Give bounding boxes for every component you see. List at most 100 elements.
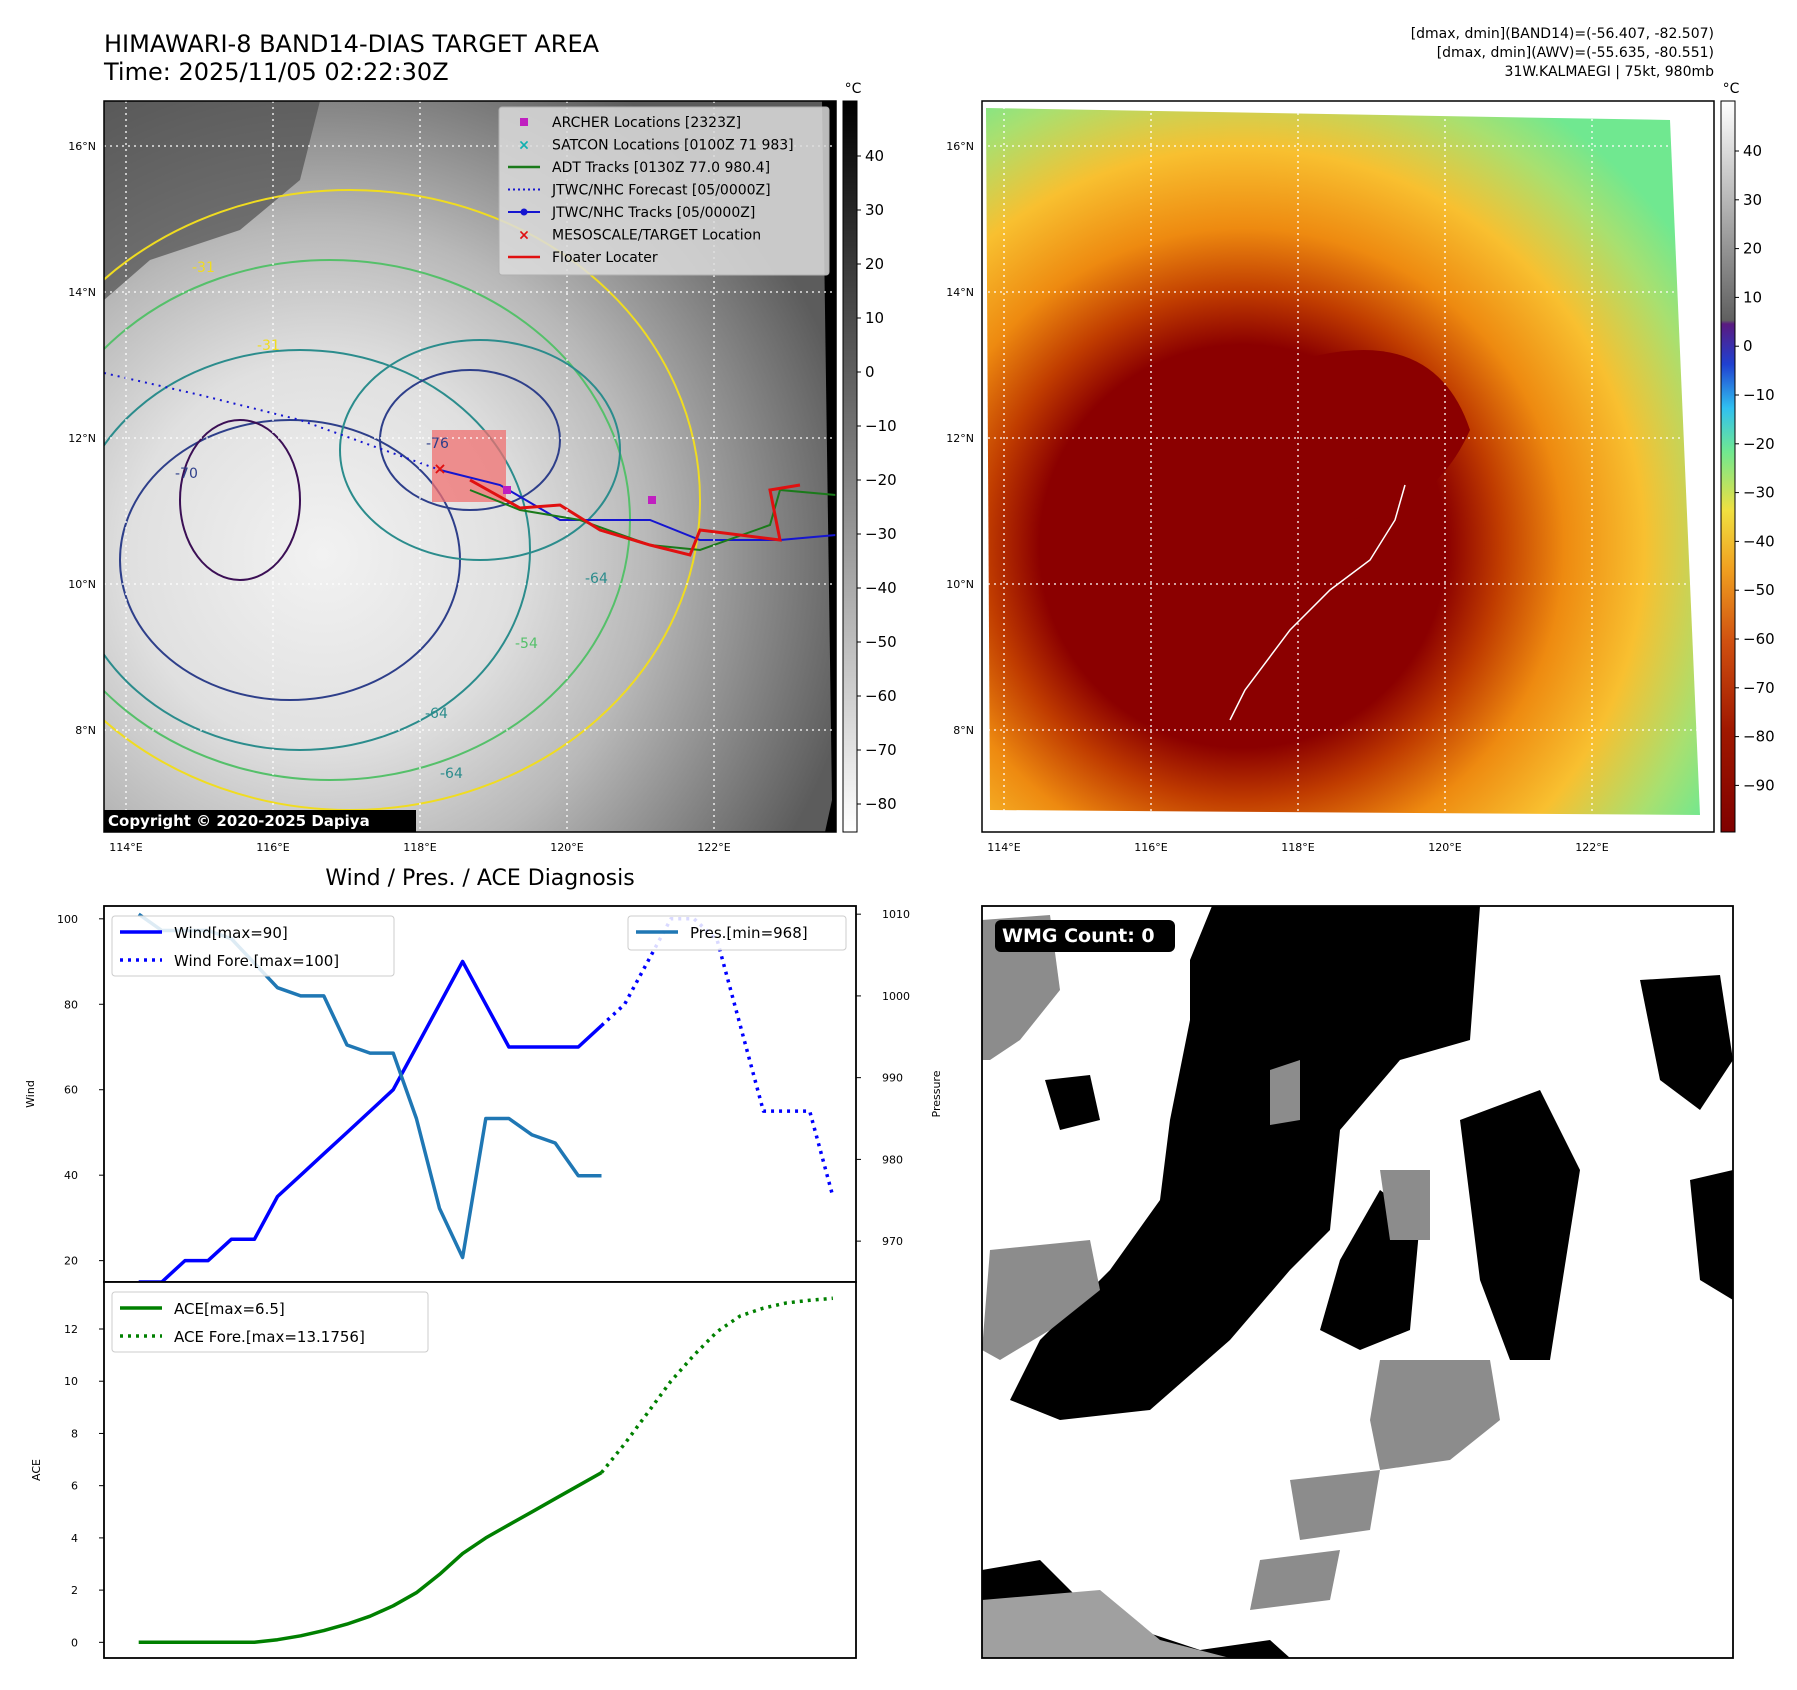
ir-colorbar-bar bbox=[842, 100, 858, 833]
ir-map-panel: × -31 -31 -70 -76 -64 -64 -54 -64 bbox=[68, 100, 837, 854]
y-tick-label: 4 bbox=[71, 1532, 78, 1545]
contour-label: -64 bbox=[440, 766, 463, 782]
awv-colorbar-bar bbox=[1720, 100, 1736, 833]
wmg-gray-region bbox=[1380, 1170, 1430, 1240]
copyright-text: Copyright © 2020-2025 Dapiya bbox=[108, 812, 370, 830]
lon-tick-label: 122°E bbox=[1575, 841, 1608, 854]
legend-label: Floater Locater bbox=[552, 250, 658, 266]
y-tick-label: 80 bbox=[64, 998, 78, 1011]
colorbar-tick-label: −60 bbox=[1743, 630, 1775, 648]
target-area-box bbox=[432, 430, 506, 502]
contour-label: -76 bbox=[426, 436, 449, 452]
wind-legend bbox=[111, 915, 395, 977]
wmg-frame bbox=[981, 905, 1734, 1659]
lat-tick-label: 8°N bbox=[75, 724, 96, 737]
colorbar-tick-label: −50 bbox=[1743, 581, 1775, 599]
colorbar-tick-label: −40 bbox=[1743, 532, 1775, 550]
lon-tick-label: 122°E bbox=[697, 841, 730, 854]
contour-label: -64 bbox=[585, 571, 608, 587]
wmg-black-region bbox=[1010, 906, 1480, 1420]
lon-tick-label: 114°E bbox=[987, 841, 1020, 854]
legend-label: JTWC/NHC Forecast [05/0000Z] bbox=[551, 183, 771, 199]
series-line bbox=[138, 959, 603, 1284]
ir-cold-cloud-free-area bbox=[104, 101, 320, 300]
ace-axis-label: ACE bbox=[30, 1459, 43, 1481]
wmg-black-region bbox=[1460, 1090, 1580, 1360]
lat-tick-label: 16°N bbox=[68, 140, 96, 153]
lon-tick-label: 120°E bbox=[550, 841, 583, 854]
colorbar-tick-label: 30 bbox=[1743, 191, 1762, 209]
legend-label: SATCON Locations [0100Z 71 983] bbox=[552, 138, 794, 154]
lon-tick-label: 116°E bbox=[256, 841, 289, 854]
legend-marker bbox=[520, 208, 528, 216]
colorbar-tick-label: −50 bbox=[865, 633, 897, 651]
ace-ticks: 0 2 4 6 8 10 12 bbox=[64, 1323, 104, 1649]
wmg-gray-region bbox=[982, 1590, 1230, 1658]
lon-tick-label: 116°E bbox=[1134, 841, 1167, 854]
wmg-gray-region bbox=[982, 1240, 1100, 1360]
lat-tick-label: 10°N bbox=[946, 578, 974, 591]
series-line bbox=[600, 1296, 834, 1474]
y-tick-label: 0 bbox=[71, 1636, 78, 1649]
pressure-axis-label: Pressure bbox=[930, 1070, 943, 1117]
lon-tick-label: 114°E bbox=[109, 841, 142, 854]
colorbar-tick-label: −90 bbox=[1743, 776, 1775, 794]
pressure-legend bbox=[627, 915, 847, 951]
contour-label: -31 bbox=[257, 338, 280, 354]
colorbar-tick-label: 10 bbox=[1743, 288, 1762, 306]
colorbar-tick-label: 40 bbox=[865, 147, 884, 165]
wind-pressure-chart: Wind / Pres. / ACE Diagnosis Wind Pressu… bbox=[24, 866, 943, 1284]
y-tick-label: 12 bbox=[64, 1323, 78, 1336]
contour-labels: -31 -31 -70 -76 -64 -64 -54 -64 bbox=[175, 260, 608, 782]
figure-title: HIMAWARI-8 BAND14-DIAS TARGET AREA bbox=[104, 30, 600, 58]
y-right-tick-label: 1010 bbox=[882, 908, 910, 921]
lat-tick-label: 16°N bbox=[946, 140, 974, 153]
colorbar-tick-label: −60 bbox=[865, 687, 897, 705]
y-tick-label: 10 bbox=[64, 1375, 78, 1388]
colorbar-tick-label: 0 bbox=[865, 363, 875, 381]
awv-core bbox=[1266, 350, 1470, 520]
y-tick-label: 2 bbox=[71, 1584, 78, 1597]
lat-tick-label: 10°N bbox=[68, 578, 96, 591]
lat-tick-label: 12°N bbox=[946, 432, 974, 445]
colorbar-tick-label: 40 bbox=[1743, 142, 1762, 160]
y-right-tick-label: 990 bbox=[882, 1072, 903, 1085]
colorbar-tick-label: 10 bbox=[865, 309, 884, 327]
awv-colorbar: °C 40 30 20 10 0 −10 −20 −30 −40 −50 −60 −70 −80 −90 bbox=[1720, 81, 1775, 833]
lon-tick-label: 118°E bbox=[1281, 841, 1314, 854]
legend-marker bbox=[520, 118, 528, 126]
wind-legend-label: Wind[max=90] bbox=[174, 924, 288, 942]
y-tick-label: 100 bbox=[57, 913, 78, 926]
wmg-blocks bbox=[982, 906, 1733, 1658]
colorbar-tick-label: 20 bbox=[865, 255, 884, 273]
lat-tick-label: 14°N bbox=[68, 286, 96, 299]
y-tick-label: 40 bbox=[64, 1169, 78, 1182]
series-line bbox=[138, 1471, 603, 1645]
awv-map-panel: 114°E 116°E 118°E 120°E 122°E 16°N 14°N 12°N 10°… bbox=[946, 100, 1715, 854]
legend-label: JTWC/NHC Tracks [05/0000Z] bbox=[551, 205, 755, 221]
figure-time: Time: 2025/11/05 02:22:30Z bbox=[103, 58, 449, 86]
diagnosis-title: Wind / Pres. / ACE Diagnosis bbox=[325, 866, 634, 891]
jtwc-forecast-track bbox=[104, 372, 441, 471]
colorbar-tick-label: −10 bbox=[865, 417, 897, 435]
ir-colorbar: °C 40 30 20 10 0 −10 −20 −30 −40 −50 −60 −70 −80 bbox=[842, 81, 897, 833]
contour-label: -70 bbox=[175, 466, 198, 482]
ace-legend bbox=[111, 1291, 429, 1353]
colorbar-tick-label: 30 bbox=[865, 201, 884, 219]
y-tick-label: 6 bbox=[71, 1480, 78, 1493]
coastline bbox=[1229, 484, 1406, 721]
floater-locater-track bbox=[469, 478, 801, 557]
legend-label: ARCHER Locations [2323Z] bbox=[552, 115, 741, 131]
awv-map-ticks: 114°E 116°E 118°E 120°E 122°E 16°N 14°N 12°N 10°… bbox=[946, 140, 1609, 854]
mesoscale-target-marker: × bbox=[433, 459, 446, 478]
wmg-gray-region bbox=[1270, 1060, 1300, 1125]
y-right-tick-label: 1000 bbox=[882, 990, 910, 1003]
ace-series bbox=[138, 1296, 834, 1645]
wind-pressure-ticks: 20 40 60 80 100 970 980 990 1000 1010 bbox=[57, 908, 910, 1267]
map-legend bbox=[498, 106, 830, 276]
wmg-gray-region bbox=[1290, 1470, 1380, 1540]
legend-marker: × bbox=[518, 138, 530, 154]
wind-forecast-legend-label: Wind Fore.[max=100] bbox=[174, 952, 339, 970]
legend-label: ADT Tracks [0130Z 77.0 980.4] bbox=[552, 160, 770, 176]
wmg-gray-region bbox=[1370, 1360, 1500, 1470]
